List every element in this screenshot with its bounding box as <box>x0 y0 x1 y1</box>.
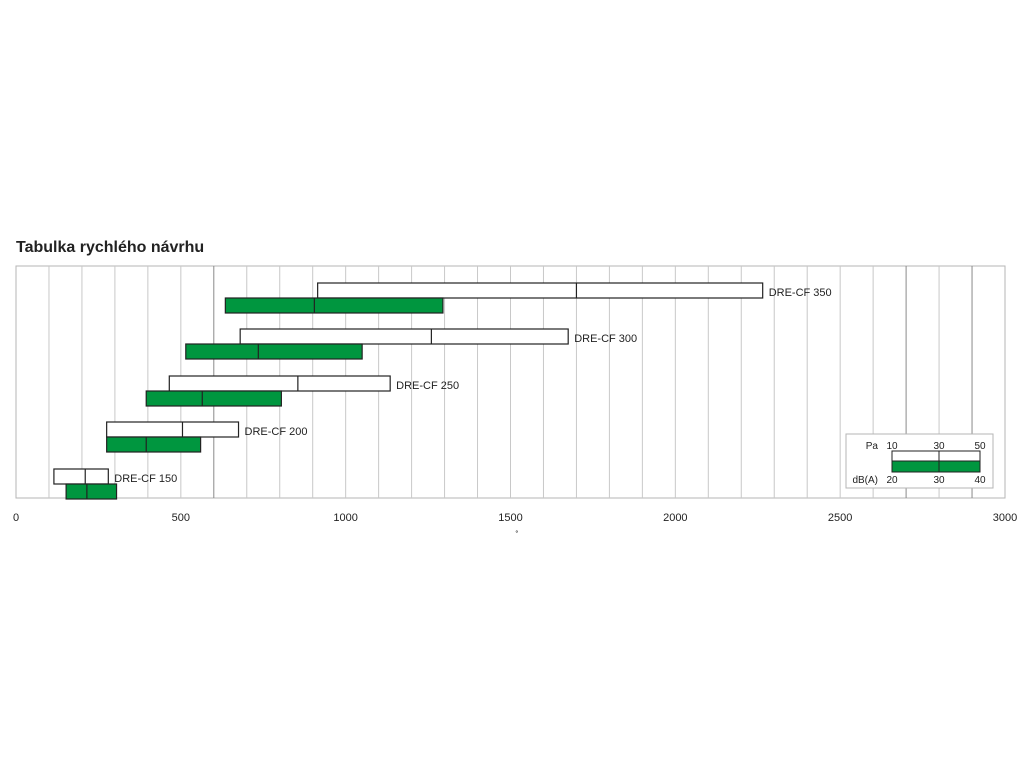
pa-bar <box>53 468 109 485</box>
x-tick-label: 1000 <box>333 512 357 524</box>
pa-bar <box>317 282 764 299</box>
x-tick-label: 3000 <box>993 512 1017 524</box>
chart-legend: Pa 10 30 50 dB(A) 20 30 40 <box>845 433 994 489</box>
legend-db-value: 40 <box>974 475 986 486</box>
legend-pa-label: Pa <box>866 441 879 452</box>
legend-pa-value: 10 <box>886 441 898 452</box>
model-label: DRE-CF 200 <box>245 426 308 438</box>
pa-bar <box>106 421 240 438</box>
model-group: DRE-CF 200 <box>106 421 308 453</box>
db-bar <box>65 483 118 500</box>
x-axis-label: ˚ <box>516 530 519 540</box>
legend-db-value: 30 <box>933 475 945 486</box>
legend-pa-swatch <box>891 450 981 462</box>
db-bar <box>106 436 202 453</box>
db-bar <box>224 297 444 314</box>
model-label: DRE-CF 250 <box>396 380 459 392</box>
model-group: DRE-CF 250 <box>145 375 459 407</box>
x-tick-label: 2000 <box>663 512 687 524</box>
legend-pa-value: 30 <box>933 441 945 452</box>
pa-bar <box>239 328 569 345</box>
model-label: DRE-CF 300 <box>574 333 637 345</box>
model-group: DRE-CF 300 <box>185 328 637 360</box>
chart-bars: DRE-CF 350 DRE-CF 300 DRE-CF 250 DRE-CF 200… <box>53 282 832 500</box>
chart-title: Tabulka rychlého návrhu <box>16 239 205 256</box>
legend-db-label: dB(A) <box>852 475 878 486</box>
x-tick-label: 2500 <box>828 512 852 524</box>
x-tick-label: 0 <box>13 512 19 524</box>
legend-pa-value: 50 <box>974 441 986 452</box>
legend-db-swatch <box>891 460 981 473</box>
db-bar <box>145 390 282 407</box>
model-label: DRE-CF 150 <box>114 473 177 485</box>
model-group: DRE-CF 350 <box>224 282 832 314</box>
x-axis-ticks: 0 500 1000 1500 2000 2500 3000 <box>13 512 1017 524</box>
model-group: DRE-CF 150 <box>53 468 177 500</box>
x-tick-label: 1500 <box>498 512 522 524</box>
db-bar <box>185 343 363 360</box>
legend-db-value: 20 <box>886 475 898 486</box>
x-tick-label: 500 <box>172 512 190 524</box>
pa-bar <box>168 375 391 392</box>
model-label: DRE-CF 350 <box>769 287 832 299</box>
